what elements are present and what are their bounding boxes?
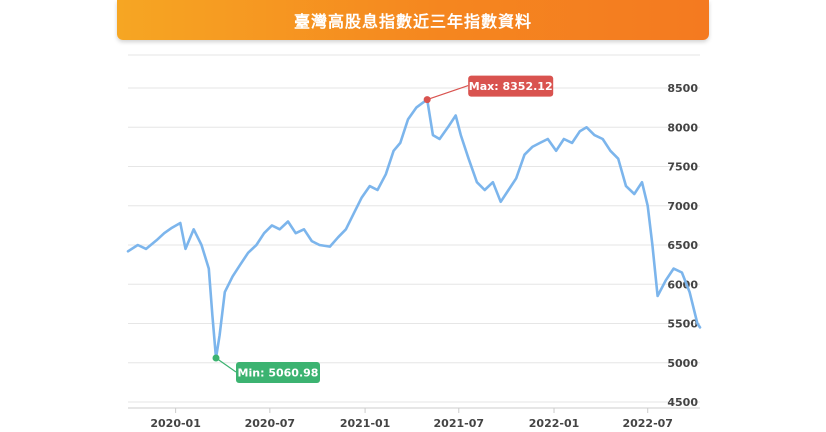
max-annotation-point — [423, 96, 431, 104]
axis-layer: 4500 5000 5500 6000 6500 7000 7500 8000 8500 2020… — [128, 82, 700, 430]
annotation-layer: Max: 8352.12 Min: 5060.98 — [212, 75, 554, 383]
y-tick-label: 8000 — [667, 121, 698, 134]
min-annotation-label: Min: 5060.98 — [238, 366, 319, 379]
y-tick-label: 4500 — [667, 396, 698, 409]
min-annotation-label-box — [236, 361, 320, 383]
y-tick-label: 7000 — [667, 200, 698, 213]
x-tick-label: 2022-01 — [529, 417, 580, 430]
y-tick-label: 5000 — [667, 357, 698, 370]
chart-title: 臺灣高股息指數近三年指數資料 — [293, 12, 532, 31]
max-annotation-label: Max: 8352.12 — [469, 80, 553, 93]
x-tick-label: 2021-07 — [434, 417, 485, 430]
y-tick-label: 7500 — [667, 161, 698, 174]
x-tick-label: 2020-07 — [245, 417, 296, 430]
title-banner: 臺灣高股息指數近三年指數資料 — [117, 0, 709, 40]
series-line — [126, 98, 702, 360]
x-tick-label: 2021-01 — [340, 417, 391, 430]
min-annotation-connector — [215, 357, 237, 373]
y-tick-label: 5500 — [667, 318, 698, 331]
y-tick-label: 6500 — [667, 239, 698, 252]
y-tick-label: 6000 — [667, 278, 698, 291]
min-annotation-point — [212, 354, 220, 362]
series-layer — [126, 98, 702, 360]
max-annotation-connector — [427, 85, 469, 101]
y-tick-label: 8500 — [667, 82, 698, 95]
max-annotation-label-box — [468, 75, 554, 97]
grid-layer — [128, 54, 700, 403]
x-tick-label: 2022-07 — [622, 417, 673, 430]
x-tick-label: 2020-01 — [150, 417, 201, 430]
